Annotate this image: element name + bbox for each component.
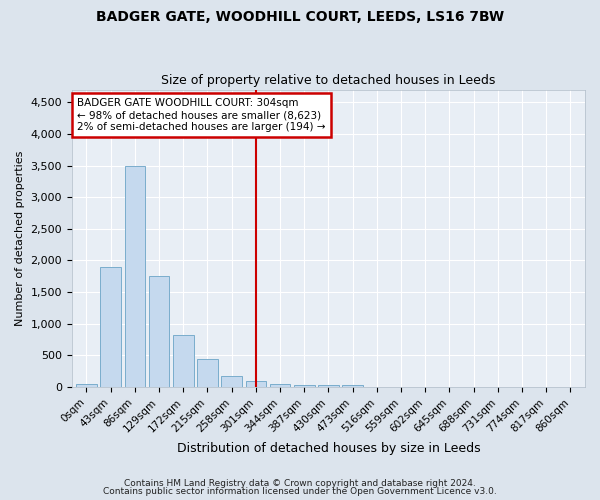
Text: Contains HM Land Registry data © Crown copyright and database right 2024.: Contains HM Land Registry data © Crown c… [124,478,476,488]
Title: Size of property relative to detached houses in Leeds: Size of property relative to detached ho… [161,74,496,87]
Bar [173,334,194,387]
Text: Contains public sector information licensed under the Open Government Licence v3: Contains public sector information licen… [103,488,497,496]
Bar [125,166,145,387]
Bar [318,385,339,387]
Bar [270,384,290,387]
Text: BADGER GATE WOODHILL COURT: 304sqm
← 98% of detached houses are smaller (8,623)
: BADGER GATE WOODHILL COURT: 304sqm ← 98%… [77,98,326,132]
Bar [343,385,363,387]
Y-axis label: Number of detached properties: Number of detached properties [15,150,25,326]
Text: BADGER GATE, WOODHILL COURT, LEEDS, LS16 7BW: BADGER GATE, WOODHILL COURT, LEEDS, LS16… [96,10,504,24]
Bar [294,384,314,387]
X-axis label: Distribution of detached houses by size in Leeds: Distribution of detached houses by size … [176,442,480,455]
Bar [221,376,242,387]
Bar [76,384,97,387]
Bar [245,382,266,387]
Bar [149,276,169,387]
Bar [197,358,218,387]
Bar [100,267,121,387]
